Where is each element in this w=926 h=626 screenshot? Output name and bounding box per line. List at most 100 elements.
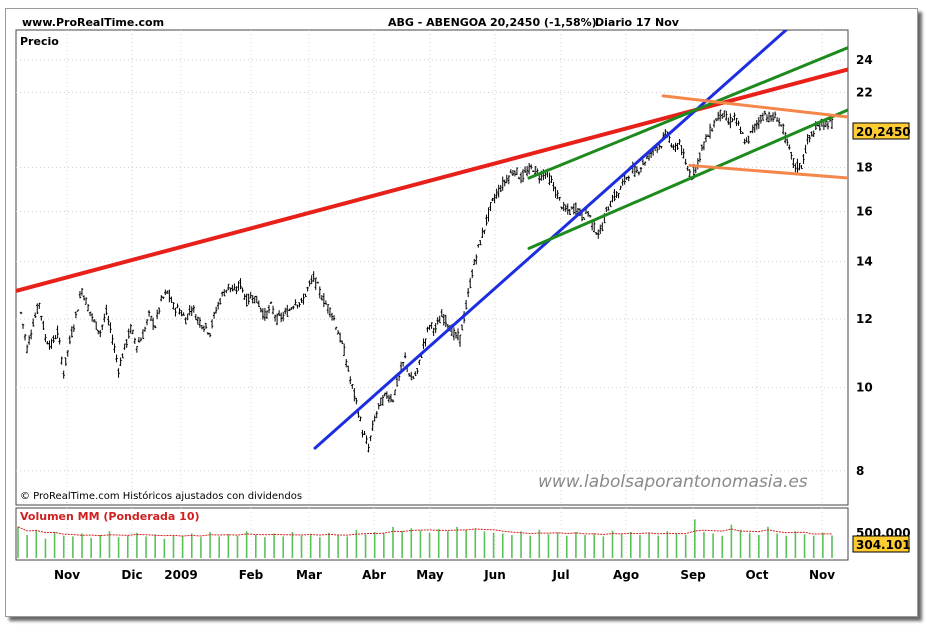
time-tick-label: Nov <box>809 568 835 582</box>
volume-bar <box>419 530 422 558</box>
volume-bar <box>538 529 541 558</box>
volume-bar <box>565 535 568 558</box>
volume-bar <box>721 535 724 558</box>
volume-bar <box>556 532 559 558</box>
volume-bar <box>181 535 184 558</box>
volume-bar <box>492 532 495 558</box>
volume-bar <box>373 532 376 558</box>
volume-ma-line <box>17 526 832 537</box>
volume-bar <box>611 530 614 558</box>
volume-bar <box>264 537 266 558</box>
price-tick-label: 18 <box>856 161 873 175</box>
volume-bar <box>712 533 714 558</box>
site-name: www.ProRealTime.com <box>22 16 165 29</box>
volume-bar <box>465 529 467 558</box>
volume-bar <box>501 533 504 558</box>
volume-bar <box>218 536 221 558</box>
volume-bar <box>145 536 147 558</box>
price-tick-label: 8 <box>856 464 864 478</box>
volume-bar <box>748 532 751 558</box>
candlesticks <box>19 109 834 453</box>
volume-bar <box>254 534 257 558</box>
time-tick-label: May <box>416 568 444 582</box>
green-channel-upper <box>527 46 848 180</box>
volume-bar <box>703 532 705 558</box>
volume-bar <box>776 533 778 558</box>
price-tick-label: 12 <box>856 312 873 326</box>
volume-bar <box>547 534 550 558</box>
volume-bar <box>346 536 349 558</box>
volume-bar <box>383 533 385 558</box>
green-channel-lower <box>527 108 848 250</box>
volume-bar <box>675 533 678 558</box>
last-volume-box <box>852 535 910 553</box>
time-tick-label: Oct <box>745 568 768 582</box>
price-label: Precio <box>20 35 59 48</box>
volume-bar <box>154 534 156 558</box>
time-tick-label: Sep <box>680 568 706 582</box>
grid-lines <box>16 30 848 560</box>
volume-bar <box>575 532 577 558</box>
period-date: Diario 17 Nov <box>595 16 679 29</box>
last-volume-label: 304.101 <box>856 538 911 552</box>
volume-bar <box>428 532 431 558</box>
volume-bar <box>684 534 687 558</box>
volume-bar <box>474 528 477 558</box>
volume-bar <box>822 532 824 558</box>
ticker-name: ABG - ABENGOA <box>388 16 487 29</box>
volume-bar <box>328 532 330 558</box>
volume-bar <box>309 534 312 558</box>
volume-bar <box>794 531 797 558</box>
time-tick-label: Jul <box>551 568 569 582</box>
price-tick-label: 10 <box>856 380 873 394</box>
time-tick-label: 2009 <box>164 568 197 582</box>
volume-bar <box>300 535 303 558</box>
volume-bar <box>410 528 413 558</box>
volume-bar <box>648 532 650 558</box>
volume-bar <box>291 532 294 558</box>
volume-bar <box>190 533 193 558</box>
volume-bar <box>319 537 321 558</box>
volume-bar <box>72 536 74 558</box>
volume-bar <box>364 534 367 558</box>
volume-bar <box>602 536 605 558</box>
volume-bar <box>35 529 38 558</box>
volume-bar <box>392 526 394 558</box>
copyright-note: © ProRealTime.com Históricos ajustados c… <box>20 490 302 502</box>
time-axis-ticks: Nov Dic 2009 Feb Mar Abr May Jun Jul Ago Sep Oct Nov <box>54 568 835 582</box>
time-tick-label: Dic <box>121 568 142 582</box>
volume-bar <box>117 537 120 558</box>
volume-bar <box>245 531 248 558</box>
volume-bar <box>785 535 788 558</box>
volume-bar <box>593 533 596 558</box>
volume-bar <box>236 535 239 558</box>
volume-bar <box>694 519 696 558</box>
price-tick-label: 22 <box>856 85 873 99</box>
price-tick-label: 16 <box>856 205 873 219</box>
volume-bar <box>90 537 92 558</box>
last-price-box <box>852 122 910 140</box>
time-tick-label: Feb <box>239 568 264 582</box>
volume-bar <box>437 529 440 558</box>
volume-bar <box>337 534 339 558</box>
trendlines <box>16 30 848 450</box>
volume-bar <box>200 537 202 558</box>
volume-bar <box>730 524 733 558</box>
volume-bar <box>136 532 138 558</box>
volume-bar <box>456 526 458 558</box>
volume-label: Volumen MM (Ponderada 10) <box>20 510 200 523</box>
volume-bar <box>17 526 19 558</box>
volume-bar <box>172 534 175 558</box>
volume-bar <box>831 535 833 558</box>
time-tick-label: Nov <box>54 568 80 582</box>
volume-bar <box>62 535 65 558</box>
price-axis-ticks: 8 10 12 14 16 18 22 24 <box>856 53 873 478</box>
volume-bar <box>767 526 769 558</box>
price-tick-label: 14 <box>856 254 873 268</box>
volume-bar <box>511 534 513 558</box>
volume-bar <box>666 531 669 558</box>
volume-bar <box>803 534 806 558</box>
volume-bar <box>620 534 623 558</box>
watermark: www.labolsaporantonomasia.es <box>538 472 808 492</box>
